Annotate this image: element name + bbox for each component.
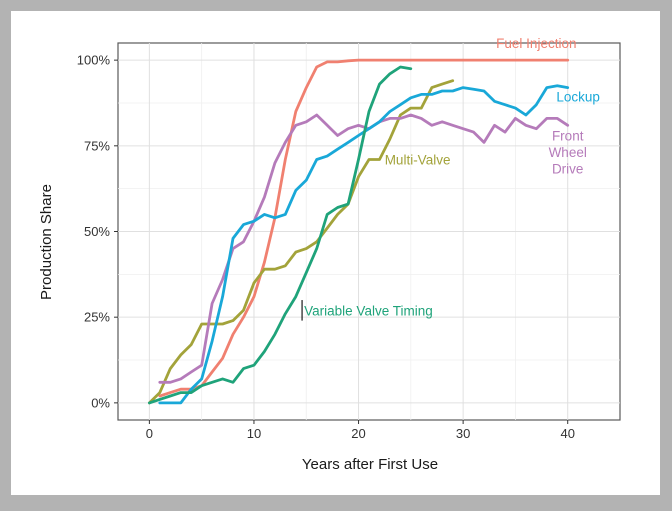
x-tick-label: 30 — [456, 426, 470, 441]
y-tick-label: 0% — [91, 395, 110, 410]
y-tick-label: 100% — [77, 53, 111, 68]
y-tick-label: 50% — [84, 224, 110, 239]
series-labels: Fuel Injection Lockup Front Wheel Drive Multi… — [301, 36, 600, 321]
series-label-multi-valve: Multi-Valve — [385, 153, 451, 168]
series-label-line: Lockup — [556, 89, 600, 104]
x-axis-label: Years after First Use — [302, 456, 438, 473]
x-tick-label: 0 — [146, 426, 153, 441]
x-tick-label: 10 — [247, 426, 261, 441]
y-tick-label: 75% — [84, 138, 110, 153]
x-axis-ticks: 0 10 20 30 40 — [146, 420, 575, 441]
y-axis-label: Production Share — [38, 184, 55, 300]
series-label-lockup: Lockup — [556, 89, 600, 104]
series-lines — [148, 58, 570, 405]
x-tick-label: 20 — [351, 426, 365, 441]
series-label-fuel-injection: Fuel Injection — [496, 36, 576, 51]
series-label-front-wheel-drive: Front Wheel Drive — [549, 129, 587, 177]
series-label-line: Multi-Valve — [385, 153, 451, 168]
x-tick-label: 40 — [560, 426, 574, 441]
series-label-line: Drive — [552, 162, 584, 177]
series-label-line: Wheel — [549, 145, 587, 160]
series-label-line: Front — [552, 129, 584, 144]
series-label-line: Variable Valve Timing — [304, 303, 433, 318]
series-label-variable-valve-timing: Variable Valve Timing — [304, 303, 433, 318]
series-line-variable-valve-timing — [148, 65, 413, 405]
series-line-multi-valve — [148, 79, 455, 405]
y-tick-label: 25% — [84, 310, 110, 325]
y-axis-ticks: 0% 25% 50% 75% 100% — [77, 53, 118, 410]
series-label-line: Fuel Injection — [496, 36, 576, 51]
